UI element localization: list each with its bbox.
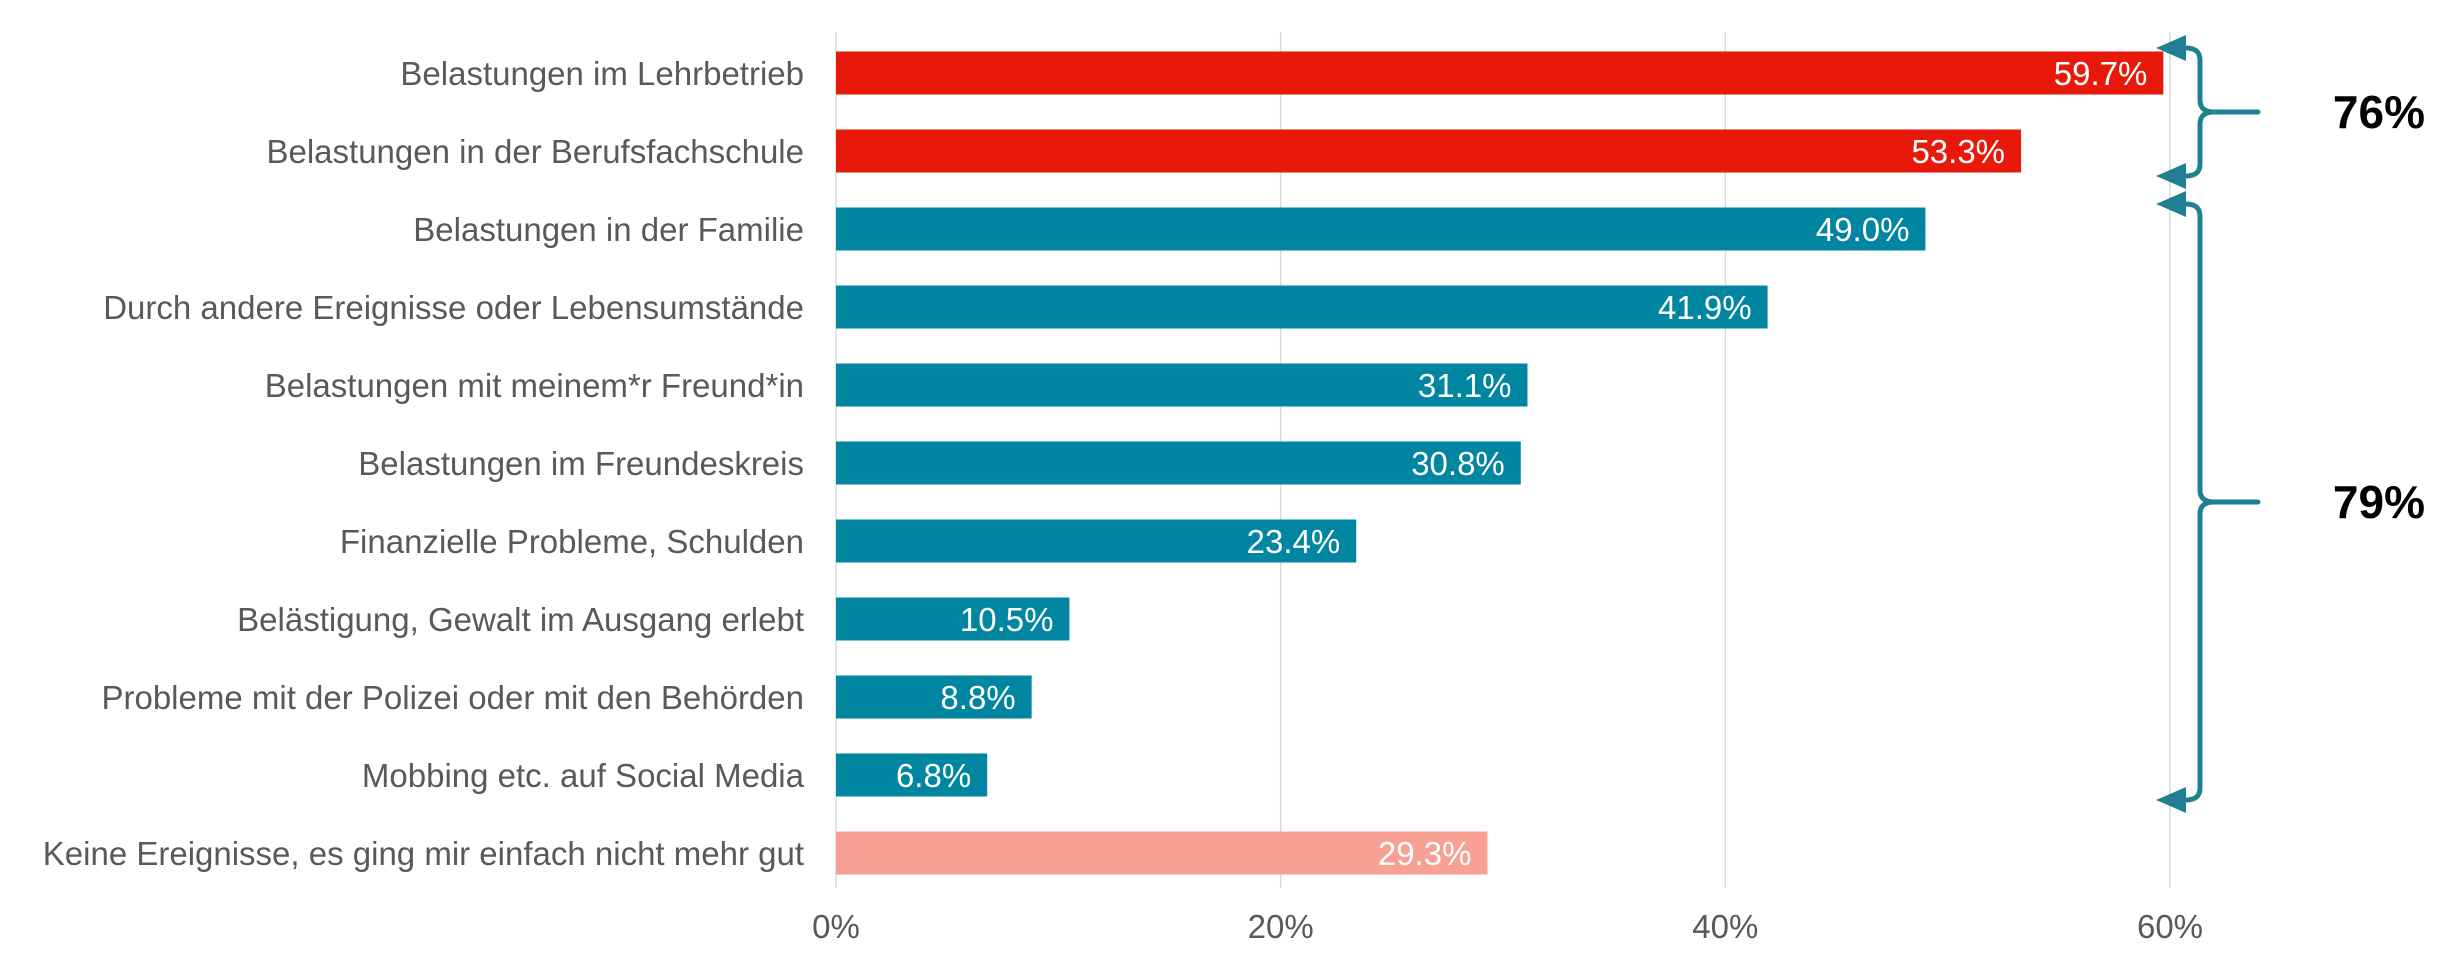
category-label: Belastungen in der Familie	[413, 211, 804, 248]
bar	[836, 597, 1070, 641]
category-label: Belastungen im Lehrbetrieb	[400, 55, 804, 92]
category-label: Probleme mit der Polizei oder mit den Be…	[101, 679, 804, 716]
bar-value-label: 10.5%	[960, 601, 1054, 638]
category-label: Belastungen in der Berufsfachschule	[266, 133, 804, 170]
bar-value-label: 29.3%	[1378, 835, 1472, 872]
bar	[836, 51, 2164, 95]
category-label: Durch andere Ereignisse oder Lebensumstä…	[103, 289, 804, 326]
category-label: Mobbing etc. auf Social Media	[362, 757, 805, 794]
category-label: Belastungen mit meinem*r Freund*in	[265, 367, 804, 404]
bracket-arrowhead	[2156, 35, 2186, 61]
category-label: Keine Ereignisse, es ging mir einfach ni…	[43, 835, 804, 872]
category-label: Belastungen im Freundeskreis	[358, 445, 804, 482]
bar-value-label: 8.8%	[940, 679, 1015, 716]
bar	[836, 363, 1528, 407]
x-tick-label: 60%	[2137, 908, 2203, 945]
bar	[836, 129, 2022, 173]
x-axis-tick-labels: 0% 20% 40% 60%	[812, 908, 2203, 945]
bracket-label: 76%	[2333, 86, 2425, 138]
x-tick-label: 0%	[812, 908, 860, 945]
bracket-arrowhead	[2156, 163, 2186, 189]
category-labels: Belastungen im Lehrbetrieb Belastungen in…	[43, 55, 805, 872]
bracket-label: 79%	[2333, 476, 2425, 528]
bar-value-label: 53.3%	[1911, 133, 2005, 170]
bar-value-label: 23.4%	[1247, 523, 1341, 560]
bracket	[2183, 45, 2261, 179]
bar	[836, 207, 1926, 251]
bar	[836, 519, 1357, 563]
bar-value-label: 59.7%	[2054, 55, 2148, 92]
bar	[836, 285, 1768, 329]
bar	[836, 753, 988, 797]
bracket-arrowhead	[2156, 191, 2186, 217]
bracket-annotations: 76% 79%	[2156, 35, 2425, 813]
bar-value-label: 6.8%	[896, 757, 971, 794]
bar-value-label: 30.8%	[1411, 445, 1505, 482]
bar	[836, 441, 1521, 485]
x-tick-label: 40%	[1692, 908, 1758, 945]
bar	[836, 831, 1488, 875]
bracket	[2183, 201, 2261, 803]
bars-layer: 59.7% 53.3% 49.0% 41.9% 31.1% 30.8% 23.4% 10.5%…	[836, 51, 2164, 875]
category-label: Belästigung, Gewalt im Ausgang erlebt	[237, 601, 804, 638]
bar	[836, 675, 1032, 719]
bar-value-label: 31.1%	[1418, 367, 1512, 404]
bar-value-label: 49.0%	[1816, 211, 1910, 248]
category-label: Finanzielle Probleme, Schulden	[340, 523, 804, 560]
bracket-arrowhead	[2156, 787, 2186, 813]
bar-value-label: 41.9%	[1658, 289, 1752, 326]
x-tick-label: 20%	[1248, 908, 1314, 945]
